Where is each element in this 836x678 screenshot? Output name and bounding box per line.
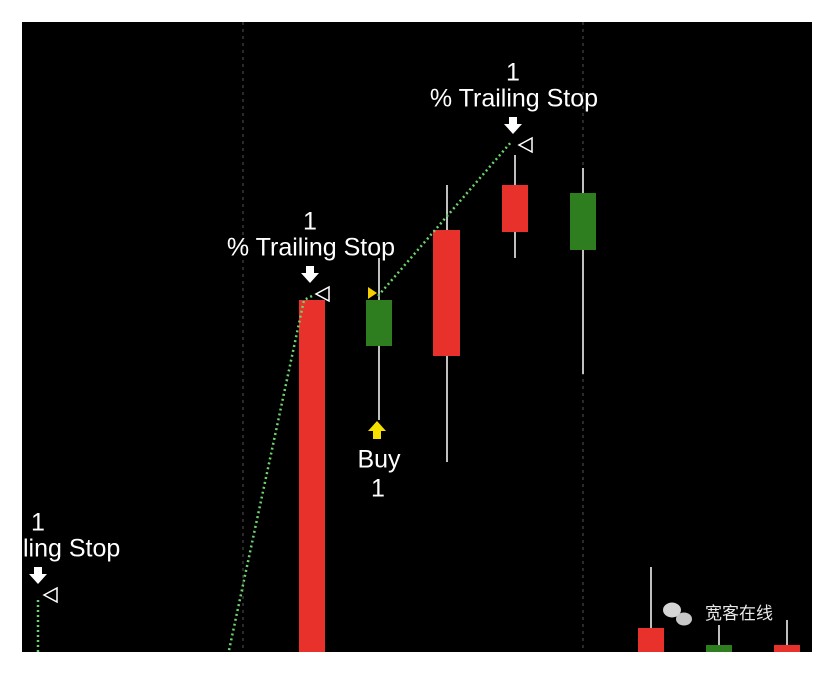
stop-marker — [42, 586, 58, 604]
candle — [706, 645, 732, 652]
candle — [366, 300, 392, 346]
sell-arrow — [504, 117, 522, 134]
watermark: 宽客在线 — [705, 604, 773, 624]
entry-marker — [368, 287, 377, 299]
sell-arrow — [29, 567, 47, 584]
buy-count: 1 — [371, 475, 385, 503]
candle — [774, 645, 800, 652]
trade-label: % Trailing Stop — [430, 85, 598, 113]
candle — [570, 193, 596, 250]
candle — [433, 230, 460, 356]
chart-background — [22, 22, 812, 652]
trailing-stop-line — [377, 140, 513, 297]
trade-count: 1 — [31, 509, 45, 537]
sell-arrow — [301, 266, 319, 283]
trailing-stop-line — [227, 294, 313, 652]
candle — [638, 628, 664, 652]
stop-marker — [517, 136, 533, 154]
buy-label: Buy — [357, 446, 401, 474]
plot: 1 % Trailing Stop 1 % Trailing Stop 1 li… — [23, 22, 800, 652]
trade-label: ling Stop — [23, 535, 120, 563]
trade-count: 1 — [303, 208, 317, 236]
candle — [299, 300, 325, 652]
buy-arrow — [368, 421, 386, 439]
trade-count: 1 — [506, 59, 520, 87]
stop-marker — [314, 285, 330, 303]
trade-label: % Trailing Stop — [227, 234, 395, 262]
candle — [502, 185, 528, 232]
watermark-icon — [663, 602, 692, 626]
